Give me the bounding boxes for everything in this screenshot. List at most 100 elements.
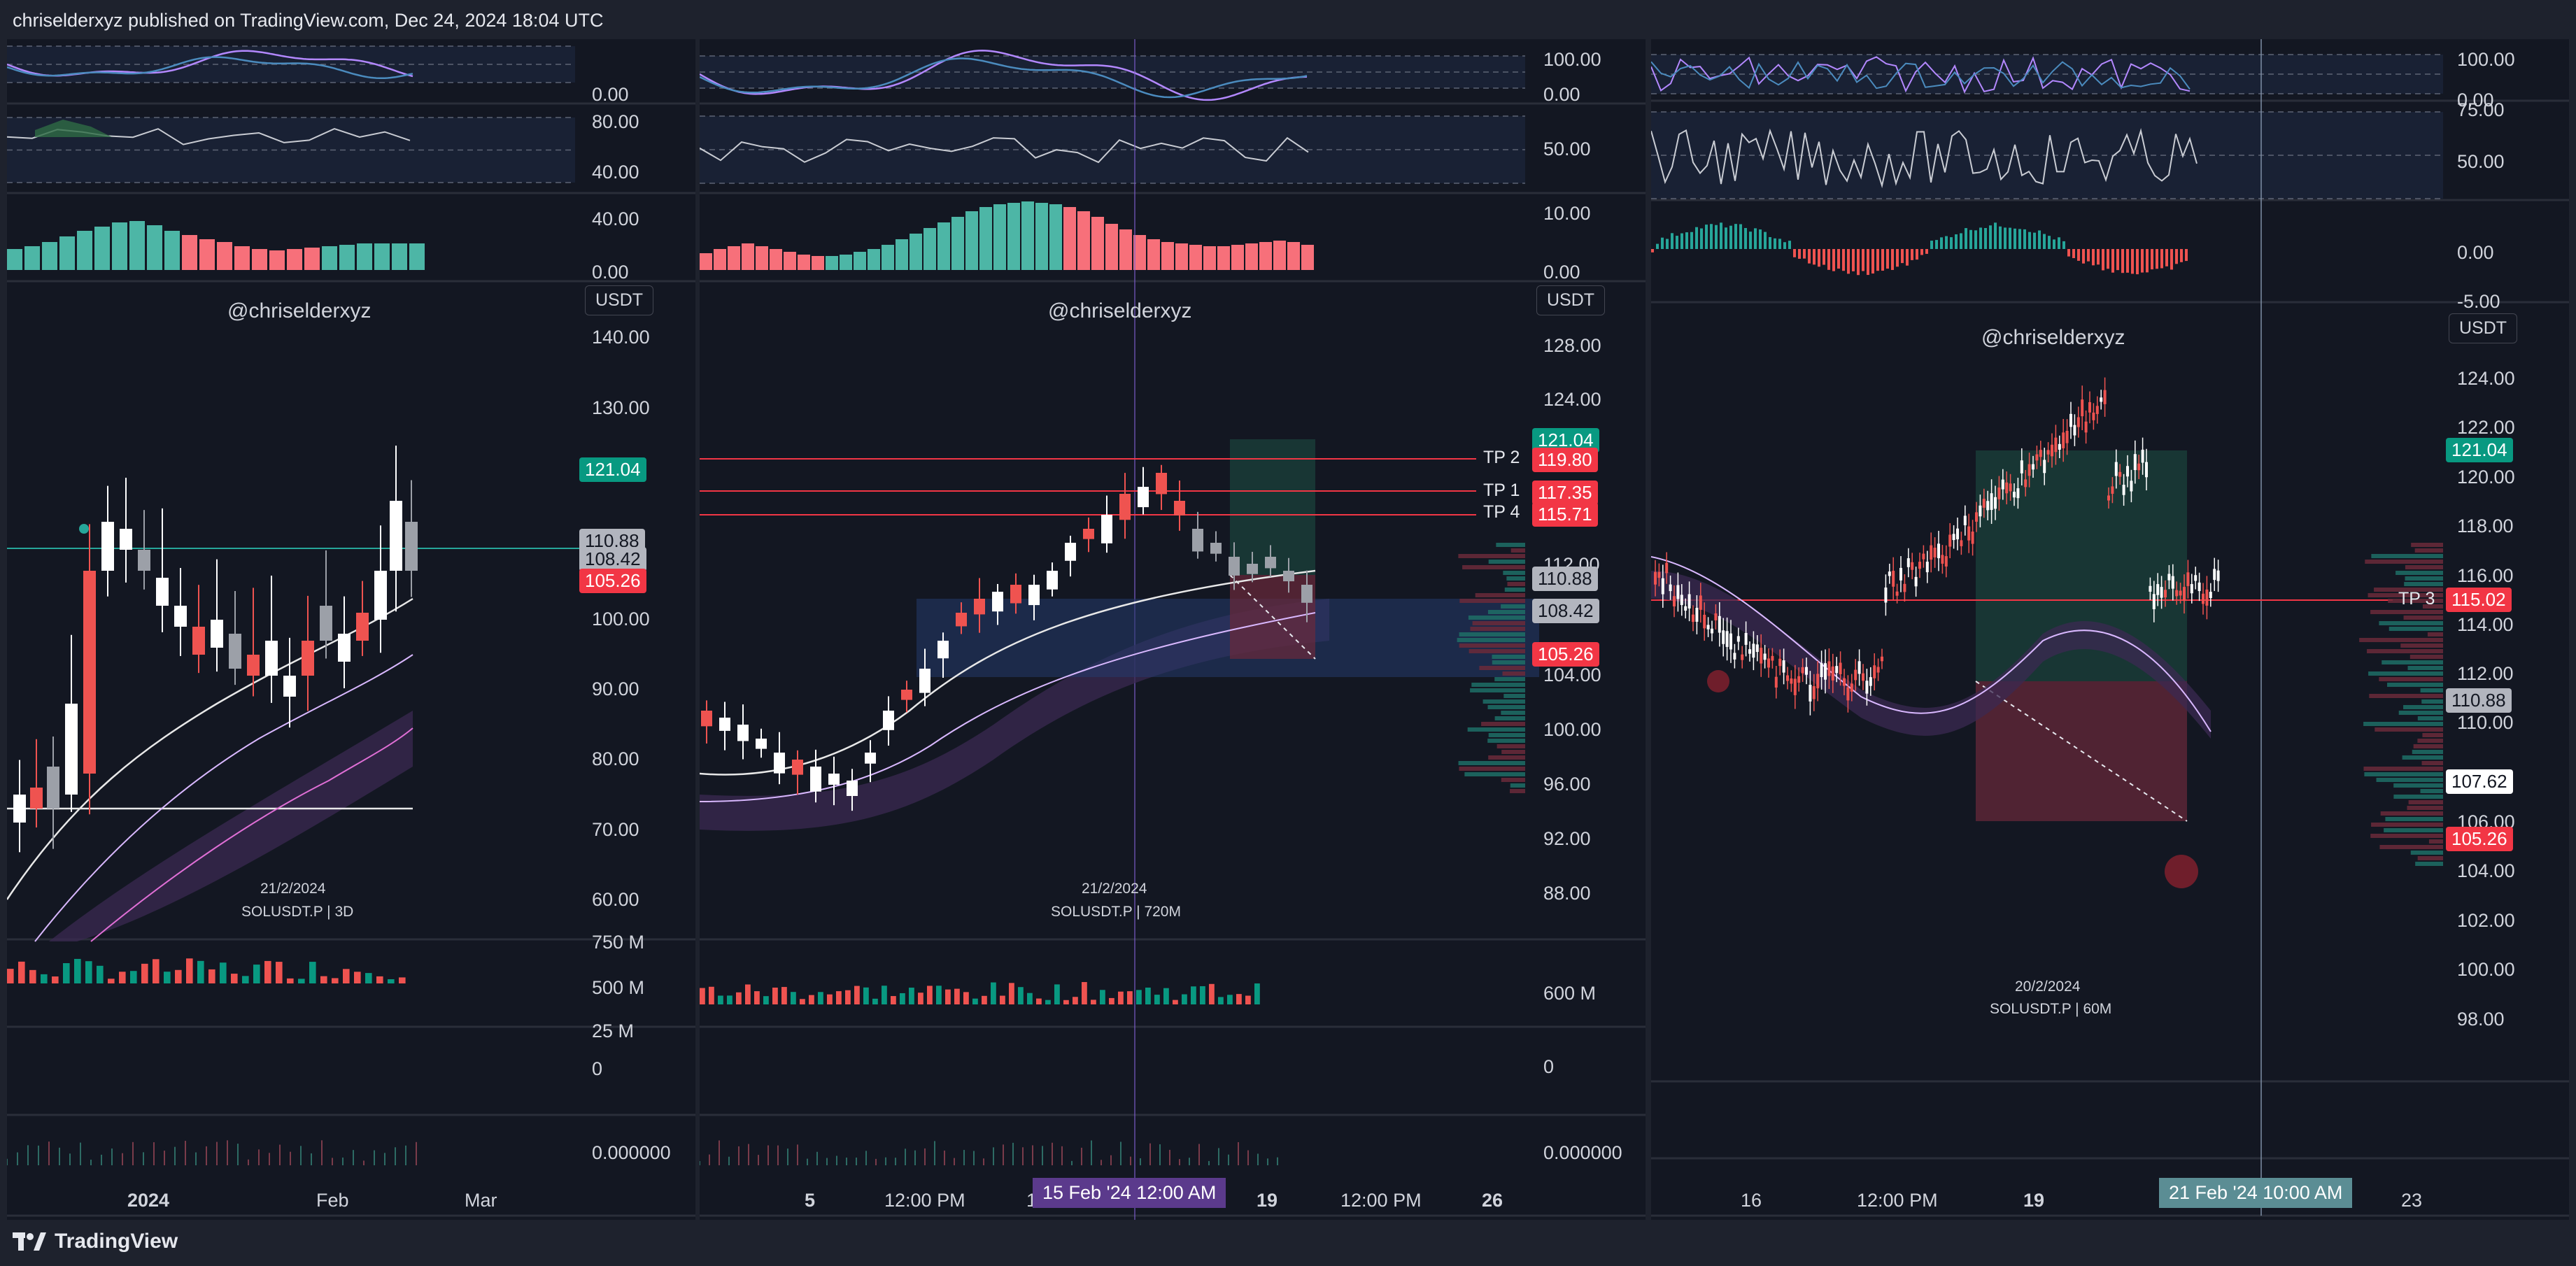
chart-panel-right[interactable]: @chriselderxyz USDT 20/2/2024 SOLUSDT.P … [1651, 39, 2569, 1220]
candle-body [2130, 481, 2133, 492]
candle-body [2190, 584, 2193, 594]
tradingview-logo[interactable]: TradingView [13, 1230, 178, 1253]
time-tick: 5 [805, 1190, 816, 1211]
histogram-bar [1945, 236, 1948, 249]
volume-bar [1191, 986, 1196, 1004]
axis-tick: 0.00 [592, 262, 629, 283]
candle-body [1722, 630, 1725, 644]
chart-canvas-middle[interactable] [700, 39, 1646, 1220]
date-caption: 21/2/2024 [260, 881, 326, 897]
axis-tick: 80.00 [592, 111, 639, 132]
chart-panel-middle[interactable]: @chriselderxyz USDT 21/2/2024 SOLUSDT.P … [700, 39, 1646, 1220]
candle-body [1899, 567, 1902, 581]
histogram-bar [2136, 249, 2139, 275]
histogram-bar [1798, 249, 1801, 259]
chart-canvas-left[interactable] [7, 39, 695, 1220]
volume-bar [936, 986, 942, 1004]
volume-bar [1227, 995, 1233, 1004]
histogram-bar [826, 256, 838, 270]
volume-bar [972, 998, 978, 1004]
histogram-bar [1759, 229, 1762, 249]
volume-profile-bar [2363, 767, 2443, 771]
candle-body [1654, 571, 1657, 585]
volume-profile-bar [1506, 576, 1525, 581]
volume-profile-bar [1487, 705, 1525, 709]
histogram-bar [2033, 232, 2036, 249]
volume-bar [108, 979, 115, 983]
candle-body [2039, 450, 2042, 457]
axis-tick: 50.00 [2457, 151, 2505, 172]
histogram-bar [287, 249, 302, 270]
price-tick: 124.00 [1543, 389, 1601, 410]
candle-body [211, 620, 223, 648]
volume-bar [276, 962, 283, 983]
currency-button[interactable]: USDT [585, 285, 654, 315]
chart-canvas-right[interactable] [1651, 39, 2569, 1220]
currency-button[interactable]: USDT [1536, 285, 1606, 315]
symbol-caption: SOLUSDT.P | 720M [1051, 904, 1181, 920]
volume-bar [1018, 987, 1024, 1004]
volume-profile-bar [2376, 778, 2443, 782]
candle-body [2202, 593, 2205, 604]
volume-profile-bar [2371, 823, 2443, 827]
candle-body [247, 655, 260, 676]
volume-profile-bar [2385, 817, 2443, 821]
chart-panel-left[interactable]: @chriselderxyz USDT 21/2/2024 SOLUSDT.P … [7, 39, 695, 1220]
histogram-bar [2009, 227, 2011, 249]
candle-body [1895, 591, 1899, 596]
candle-body [1752, 643, 1755, 658]
histogram-bar [1217, 246, 1230, 270]
candle-body [1755, 644, 1759, 653]
candle-body [1793, 678, 1797, 695]
volume-bar [836, 991, 842, 1004]
candle-body [1673, 596, 1676, 606]
histogram-bar [2043, 234, 2046, 249]
volume-profile-bar [1487, 610, 1525, 614]
histogram-bar [1925, 249, 1928, 254]
candle-body [1763, 653, 1767, 660]
price-tick: 60.00 [592, 889, 639, 910]
currency-button[interactable]: USDT [2449, 313, 2518, 343]
candle-body [1229, 557, 1240, 576]
volume-profile-bar [2407, 666, 2443, 670]
candle-body [2076, 417, 2080, 427]
volume-bar [891, 996, 896, 1004]
candle-body [1083, 529, 1094, 539]
histogram-bar [937, 222, 950, 270]
candle-body [2032, 464, 2034, 470]
histogram-bar [2131, 249, 2134, 274]
candle-body [2179, 590, 2182, 596]
volume-tick: 750 M [592, 932, 645, 953]
volume-profile-bar [2421, 699, 2443, 704]
osc-line [700, 136, 1309, 164]
histogram-bar [1862, 249, 1864, 271]
candle-body [1748, 649, 1751, 654]
histogram-bar [322, 246, 337, 270]
candle-body [283, 676, 296, 697]
candle-body [1661, 578, 1664, 595]
histogram-bar [1901, 249, 1904, 264]
histogram-bar [2107, 249, 2109, 269]
histogram-bar [77, 231, 92, 270]
histogram-bar [1994, 222, 1997, 249]
volume-profile-bar [1467, 727, 1525, 732]
volume-bar [388, 979, 395, 983]
volume-profile-bar [2409, 655, 2443, 659]
candle-body [1816, 674, 1820, 689]
price-tag: 115.02 [2446, 588, 2512, 612]
candle-body [1884, 588, 1888, 603]
volume-profile-bar [2374, 588, 2443, 592]
volume-profile-bar [1479, 666, 1525, 670]
candle-body [1824, 663, 1827, 680]
candle-body [1925, 562, 1929, 573]
histogram-bar [1764, 232, 1767, 249]
candle-body [2156, 584, 2160, 595]
candle-body [1156, 473, 1167, 495]
supply-zone [917, 599, 1539, 677]
volume-bar [309, 962, 316, 983]
volume-profile-bar [1501, 778, 1525, 782]
volume-bar [1245, 995, 1251, 1004]
candle-body [2095, 406, 2099, 414]
osc-line [1651, 56, 2191, 94]
candle-body [2005, 482, 2009, 494]
